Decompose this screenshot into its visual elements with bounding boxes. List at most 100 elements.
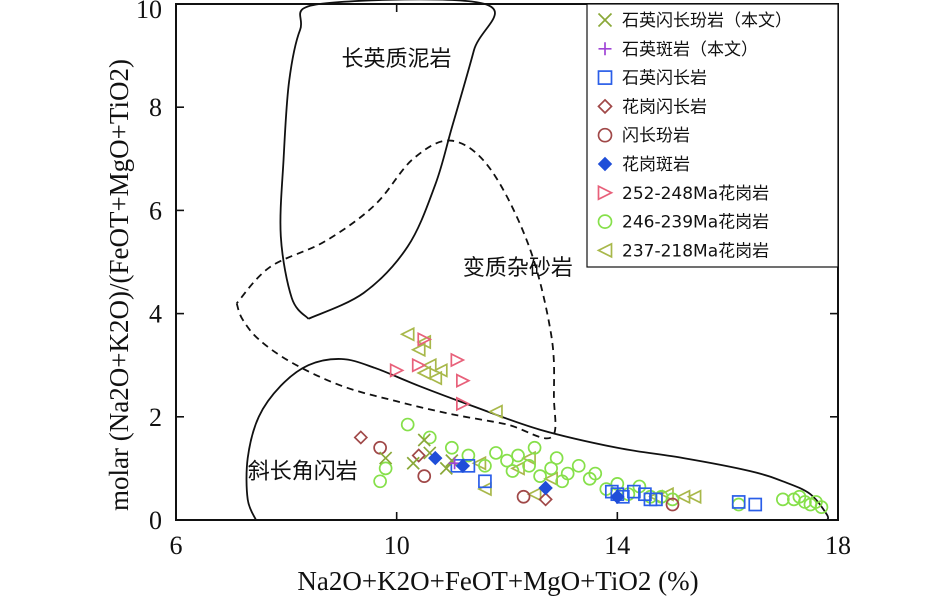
legend-marker [598,42,612,56]
data-point [527,440,542,455]
data-point [610,489,625,504]
data-point [445,454,459,468]
data-point [511,448,525,463]
y-tick-labels: 0 2 4 6 8 10 [136,0,162,535]
data-point [665,497,680,512]
data-point [450,352,466,368]
region-label-metagreywacke: 变质杂砂岩 [463,256,573,281]
data-point [378,461,393,476]
x-tick-label: 6 [170,531,183,560]
legend-marker [596,242,613,259]
data-point [478,474,492,489]
y-tick-label: 6 [149,196,162,225]
data-point [588,466,603,481]
data-point [421,357,437,373]
data-point [406,456,420,470]
data-point [538,480,553,496]
x-tick-labels: 6 10 14 18 [170,531,852,560]
data-point [416,334,432,350]
legend-label: 237-218Ma花岗岩 [622,241,769,261]
y-tick-label: 0 [149,506,162,535]
data-point [427,370,443,386]
legend-label: 252-248Ma花岗岩 [622,184,769,204]
data-point [522,458,536,473]
legend-label: 246-239Ma花岗岩 [622,213,769,233]
data-point [411,448,426,463]
data-point [775,492,790,507]
data-point [533,469,547,483]
legend-label: 闪长玢岩 [622,126,690,146]
data-point [444,440,459,455]
data-point [411,357,427,373]
legend-label: 石英闪长岩 [622,69,707,89]
data-point [477,481,492,497]
data-point [686,489,702,505]
legend-label: 花岗闪长岩 [622,97,707,117]
data-point [538,492,553,507]
data-point [416,365,432,381]
data-point [379,451,393,465]
data-point [500,453,514,468]
data-point [627,484,641,499]
data-point [549,451,564,465]
data-point [439,461,453,476]
data-point [428,450,443,466]
region-boundary [245,358,830,521]
legend-marker [597,70,613,85]
data-point [400,417,415,432]
y-tick-label: 4 [149,300,162,329]
data-point [389,362,405,378]
region-labels: 长英质泥岩 变质杂砂岩 斜长角闪岩 [248,47,573,485]
data-point [544,461,558,476]
region-label-amphibolite: 斜长角闪岩 [248,460,358,485]
data-point [571,458,586,473]
y-axis-title: molar (Na2O+K2O)/(FeOT+MgO+TiO2) [104,59,134,511]
region-label-felsic-mudstone: 长英质泥岩 [342,47,452,72]
data-point [521,450,536,466]
data-point [422,430,437,445]
legend-marker [597,98,613,115]
data-point [731,495,746,509]
x-axis-title: Na2O+K2O+FeOT+MgO+TiO2 (%) [297,566,698,596]
data-point [505,464,520,478]
x-tick-label: 10 [384,531,410,560]
legend-markers [596,12,614,259]
data-point [526,486,542,502]
data-point [461,448,476,463]
legend-label: 花岗斑岩 [622,155,690,175]
data-point [417,469,432,483]
data-point [748,497,763,512]
data-point [455,458,471,474]
data-point [373,474,387,489]
legend-label: 石英斑岩（本文） [622,40,758,60]
region-boundary [279,0,496,320]
region-boundary [235,139,557,440]
data-point [417,332,433,347]
y-tick-label: 8 [149,93,162,122]
data-point [353,430,369,445]
data-point [417,433,431,447]
y-tick-label: 2 [149,403,162,432]
data-point [456,396,471,412]
data-point [560,466,575,481]
data-points [353,326,829,514]
data-point [516,489,531,504]
data-point [399,326,415,342]
legend-label: 石英闪长玢岩（本文） [622,11,792,31]
y-tick-label: 10 [136,0,162,24]
x-tick-label: 18 [825,531,851,560]
legend-marker [597,214,613,229]
legend-marker [597,156,613,172]
data-point [456,373,471,389]
legend-marker [597,127,613,143]
legend-box [586,3,839,268]
data-point [814,500,829,514]
data-point [488,404,503,420]
data-point [478,458,492,473]
region-boundaries [235,0,830,521]
legend-marker [597,12,613,28]
data-point [665,492,680,507]
